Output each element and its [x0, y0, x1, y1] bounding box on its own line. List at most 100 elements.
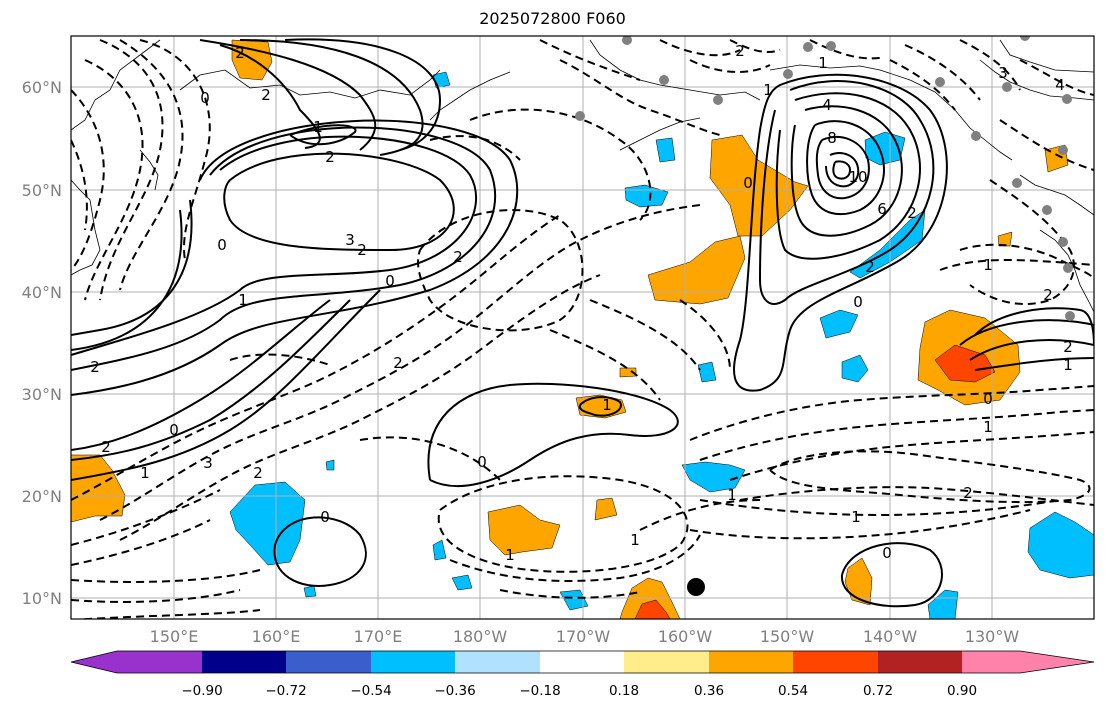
- colorbar-segment: [624, 651, 709, 673]
- contour-label: 2: [393, 354, 403, 372]
- blue-anomaly-region: [1027, 511, 1094, 579]
- contour-label: 1: [983, 418, 993, 436]
- orange-anomaly-region: [594, 497, 618, 521]
- station-dot: [826, 41, 836, 51]
- contour-label: 2: [865, 258, 875, 276]
- lat-label-20n: 20°N: [22, 487, 62, 506]
- colorbar-extend-high: [1020, 651, 1094, 673]
- orange-anomaly-region: [709, 134, 809, 237]
- contour-label: 2: [1063, 338, 1073, 356]
- colorbar-tick-label: −0.18: [519, 683, 560, 699]
- colorbar-extend-low: [71, 651, 117, 673]
- colorbar-segment: [286, 651, 371, 673]
- typhoon-marker: [687, 578, 705, 596]
- red-anomaly-region: [634, 599, 671, 619]
- colorbar-segment: [455, 651, 540, 673]
- blue-anomaly-region: [303, 585, 317, 598]
- station-dot: [1063, 263, 1073, 273]
- colorbar-tick-label: 0.90: [947, 683, 977, 699]
- lon-label-150e: 150°E: [150, 627, 199, 646]
- lat-label-10n: 10°N: [22, 589, 62, 608]
- contour-label: 1: [818, 54, 828, 72]
- colorbar-tick-label: −0.72: [265, 683, 306, 699]
- orange-anomaly-region: [844, 557, 873, 606]
- station-dot: [1042, 205, 1052, 215]
- lon-label-170e: 170°E: [354, 627, 403, 646]
- contour-label: 2: [735, 42, 745, 60]
- contour-label: 2: [453, 248, 463, 266]
- blue-anomaly-region: [451, 574, 473, 591]
- contour-label: 0: [385, 272, 395, 290]
- colorbar-tick-label: −0.54: [350, 683, 391, 699]
- lat-label-40n: 40°N: [22, 283, 62, 302]
- contour-label: 0: [743, 174, 753, 192]
- colorbar-tick-label: −0.36: [434, 683, 475, 699]
- map-title: 2025072800 F060: [479, 9, 626, 28]
- contour-label: 3: [203, 454, 213, 472]
- station-dots: [575, 36, 1075, 321]
- blue-anomaly-region: [655, 137, 676, 163]
- latitude-axis: 60°N 50°N 40°N 30°N 20°N 10°N: [22, 78, 62, 608]
- contour-label: 1: [983, 256, 993, 274]
- contour-label: 0: [320, 508, 330, 526]
- station-dot: [935, 77, 945, 87]
- contour-label: 0: [477, 453, 487, 471]
- contour-label: 2: [325, 148, 335, 166]
- blue-anomaly-region: [927, 589, 959, 619]
- coastlines: [71, 39, 1094, 313]
- contour-label: 2: [261, 86, 271, 104]
- contour-label: 3: [998, 64, 1008, 82]
- blue-anomaly-region: [697, 361, 717, 383]
- colorbar-segment: [709, 651, 793, 673]
- contour-label: 8: [827, 129, 837, 147]
- colorbar-segment: [878, 651, 962, 673]
- lon-label-180w: 180°W: [453, 627, 508, 646]
- station-dot: [783, 69, 793, 79]
- contour-label: 2: [963, 484, 973, 502]
- contour-label: 2: [90, 358, 100, 376]
- blue-anomaly-region: [819, 309, 859, 339]
- contour-labels: 2 0 1 2 3 2 1 0 2 2 1 4 8 10 6 2 0 2 0 1…: [90, 42, 1073, 564]
- contour-label: 0: [882, 544, 892, 562]
- contour-label: 6: [877, 200, 887, 218]
- station-dot: [1058, 237, 1068, 247]
- contour-label: 0: [169, 421, 179, 439]
- contour-label: 1: [238, 291, 248, 309]
- blue-anomaly-region: [432, 539, 447, 561]
- contour-label: 2: [1043, 286, 1053, 304]
- colorbar-segment: [202, 651, 286, 673]
- lon-label-170w: 170°W: [556, 627, 611, 646]
- contour-label: 2: [907, 204, 917, 222]
- station-dot: [575, 111, 585, 121]
- contour-label: 0: [200, 89, 210, 107]
- station-dot: [713, 95, 723, 105]
- contour-label: 0: [853, 293, 863, 311]
- blue-anomaly-region: [681, 461, 746, 493]
- blue-anomaly-region: [229, 481, 306, 566]
- contour-label: 2: [235, 44, 245, 62]
- contour-label: 0: [983, 390, 993, 408]
- contour-label: 1: [630, 531, 640, 549]
- contour-label: 3: [345, 231, 355, 249]
- station-dot: [1002, 82, 1012, 92]
- colorbar-tick-label: 0.54: [778, 683, 808, 699]
- blue-anomaly-region: [559, 589, 589, 611]
- colorbar-outline: [70, 650, 1095, 674]
- contour-label: 4: [822, 96, 832, 114]
- colorbar-segment: [371, 651, 455, 673]
- contour-label: 1: [140, 464, 150, 482]
- lon-label-150w: 150°W: [760, 627, 815, 646]
- contour-label: 0: [217, 236, 227, 254]
- blue-anomaly-region: [325, 459, 335, 471]
- station-dot: [659, 75, 669, 85]
- contour-label: 2: [357, 241, 367, 259]
- colorbar-segment: [117, 651, 202, 673]
- contour-label: 2: [101, 438, 111, 456]
- station-dot: [1020, 36, 1030, 41]
- blue-anomaly-region: [841, 354, 869, 383]
- station-dot: [1058, 145, 1068, 155]
- colorbar-tick-label: 0.72: [863, 683, 893, 699]
- colorbar-segment: [793, 651, 878, 673]
- contour-label: 1: [505, 546, 515, 564]
